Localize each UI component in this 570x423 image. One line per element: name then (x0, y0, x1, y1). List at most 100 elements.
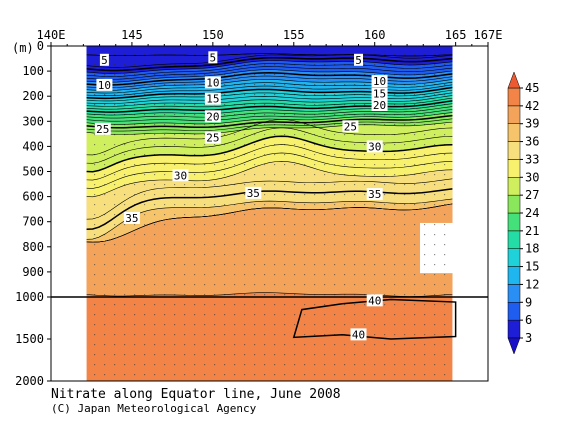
contour-label-bg (366, 188, 383, 201)
contour-label: 15 (373, 88, 386, 101)
colorbar-swatch (507, 194, 521, 214)
contour-14 (86, 84, 453, 96)
colorbar-label: 27 (525, 188, 539, 202)
contour-21 (86, 103, 453, 116)
x-tick-label: 155 (283, 28, 305, 42)
colorbar-label: 42 (525, 99, 539, 113)
colorbar-label: 21 (525, 224, 539, 238)
y-tick-label: 600 (22, 190, 44, 204)
contour-label: 5 (101, 54, 108, 67)
y-tick-label: 700 (22, 215, 44, 229)
x-tick-label: 167E (474, 28, 503, 42)
contour-label: 20 (373, 99, 386, 112)
contour-35-bold (86, 188, 453, 230)
contour-7 (86, 63, 453, 77)
contour-12 (86, 79, 453, 91)
colorbar-label: 12 (525, 277, 539, 291)
colorbar-label: 36 (525, 135, 539, 149)
colorbar-label: 6 (525, 313, 532, 327)
contour-34 (86, 178, 453, 220)
colorbar-swatch (507, 302, 521, 321)
contour-label: 10 (98, 79, 111, 92)
contour-label: 35 (125, 212, 138, 225)
y-tick-label: 100 (22, 64, 44, 78)
colorbar-label: 18 (525, 242, 539, 256)
contour-31 (86, 144, 453, 181)
contour-label: 10 (373, 75, 386, 88)
contour-label-bg (99, 53, 109, 66)
contour-label-bg (366, 294, 383, 307)
contour-19 (86, 97, 453, 110)
contour-label: 35 (247, 187, 260, 200)
contour-25-bold (86, 114, 453, 129)
contour-28 (86, 119, 453, 156)
contour-22 (86, 106, 453, 119)
contour-label-bg (342, 120, 359, 133)
contour-13 (86, 81, 453, 94)
contour-30-bold (86, 135, 453, 173)
colorbar-swatch (507, 212, 521, 232)
contour-27 (86, 121, 453, 135)
contour-6 (86, 60, 453, 74)
contour-label-bg (208, 51, 218, 64)
contour-17 (86, 92, 453, 104)
y-tick-label: 2000 (15, 374, 44, 388)
colorbar-swatch (507, 141, 521, 160)
contour-label-bg (366, 140, 383, 153)
colorbar-label: 24 (525, 206, 539, 220)
contour-8 (86, 66, 453, 80)
colorbar-top-arrow (507, 71, 521, 89)
contour-label-bg (123, 211, 140, 224)
contour-label-bg (245, 186, 262, 199)
y-tick-label: 200 (22, 89, 44, 103)
contour-label: 30 (368, 140, 381, 153)
contour-label: 25 (96, 123, 109, 136)
x-tick-label: 160 (364, 28, 386, 42)
contour-3 (86, 53, 453, 57)
contour-40 (86, 292, 453, 297)
contour-label: 35 (368, 188, 381, 201)
contour-11 (86, 75, 453, 89)
contour-label: 15 (206, 93, 219, 106)
contour-label: 40 (368, 294, 381, 307)
colorbar-swatch (507, 105, 521, 124)
chart-title: Nitrate along Equator line, June 2008 (51, 387, 341, 402)
credit-line: (C) Japan Meteorological Agency (51, 402, 257, 415)
y-tick-label: 900 (22, 265, 44, 279)
contour-label-bg (371, 75, 388, 88)
contour-label: 10 (206, 76, 219, 89)
contour-label: 40 (352, 328, 365, 341)
contour-label-bg (371, 98, 388, 111)
colorbar-label: 15 (525, 260, 539, 274)
contour-label: 5 (355, 54, 362, 67)
colorbar-swatch (507, 266, 521, 285)
contour-label-bg (96, 78, 113, 91)
contour-label-bg (371, 87, 388, 100)
contour-label-bg (204, 110, 221, 123)
colorbar-swatch (507, 284, 521, 303)
contour-36 (86, 198, 453, 240)
x-tick-label: 145 (121, 28, 143, 42)
contour-39 (86, 203, 453, 243)
y-tick-label: 0 (37, 39, 44, 53)
contour-16 (86, 89, 453, 102)
contour-label-bg (204, 92, 221, 105)
filled-contours (51, 46, 488, 381)
colorbar-label: 33 (525, 152, 539, 166)
x-axis: 140E 145 150 155 160 165 167E (37, 28, 503, 46)
colorbar-label: 39 (525, 117, 539, 131)
contour-20-bold (86, 100, 453, 113)
y-tick-label: 500 (22, 165, 44, 179)
contour-4 (86, 54, 453, 68)
y-tick-label: 400 (22, 139, 44, 153)
colorbar-label: 30 (525, 170, 539, 184)
contour-label-bg (204, 131, 221, 144)
contour-label: 5 (210, 51, 217, 64)
colorbar-swatch (507, 319, 521, 339)
contour-26 (86, 118, 453, 132)
contour-label-bg (354, 53, 364, 66)
colorbar-label: 45 (525, 81, 539, 95)
colorbar-label: 3 (525, 331, 532, 345)
